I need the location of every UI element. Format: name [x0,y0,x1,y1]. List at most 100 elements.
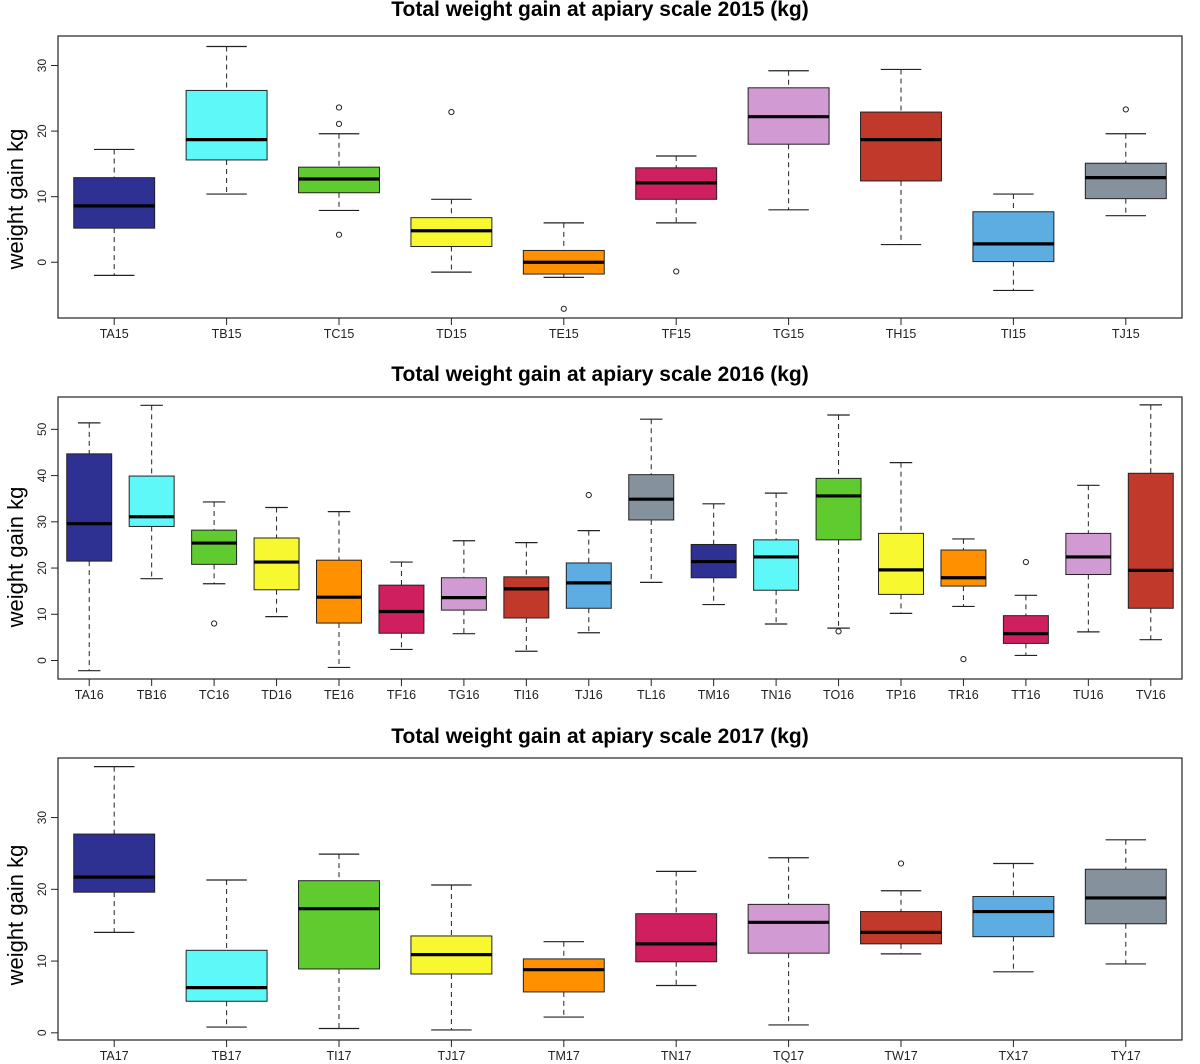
y-tick-label: 30 [35,515,49,529]
iqr-box [298,880,380,970]
box-plot-2016: 0 10 20 30 40 50 TA16 TB16 TC16 TD16 TE16 TF16 TG16 T… [35,396,1183,702]
box-TJ15 [1084,106,1167,217]
box-TJ16 [565,491,612,634]
iqr-box [860,111,942,182]
iqr-box [73,177,156,229]
x-tick-label: TB17 [212,1049,242,1063]
x-tick-label: TT16 [1011,688,1040,702]
chart-title: Total weight gain at apiary scale 2015 (… [391,0,809,21]
x-tick-label: TM16 [698,688,730,702]
x-tick-label: TG16 [448,688,479,702]
x-tick-label: TU16 [1073,688,1104,702]
box-TV16 [1127,404,1174,641]
box-TE15 [522,222,605,312]
iqr-box [191,529,238,565]
x-tick-label: TH15 [886,327,917,341]
y-tick-label: 50 [35,422,49,436]
y-tick-label: 40 [35,469,49,483]
iqr-box [1002,615,1049,644]
box-TG16 [440,540,487,635]
x-tick-label: TA16 [75,688,104,702]
x-tick-label: TA17 [100,1049,129,1063]
outlier-point [335,104,343,111]
x-tick-label: TD16 [261,688,292,702]
outlier-point [835,628,842,635]
box-TU16 [1065,484,1112,633]
x-tick-label: TC16 [199,688,230,702]
iqr-box [253,537,300,591]
x-tick-label: TV16 [1136,688,1166,702]
x-tick-label: TJ15 [1112,327,1140,341]
box-TC16 [191,501,238,627]
plot-frame [57,35,1183,319]
outlier-point [335,231,343,238]
box-TE16 [316,511,362,669]
x-tick-label: TJ17 [438,1049,466,1063]
y-tick-label: 0 [35,259,49,266]
box-TN17 [635,870,718,987]
y-tick-label: 30 [35,59,49,73]
iqr-box [185,89,268,161]
outlier-point [448,108,455,116]
x-tick-label: TF15 [662,327,691,341]
outlier-point [560,305,567,312]
iqr-box [972,895,1055,938]
y-tick-label: 20 [35,561,49,575]
y-tick-label: 0 [35,657,49,664]
x-tick-label: TF16 [387,688,416,702]
y-tick-label: 30 [35,811,49,825]
iqr-box [565,562,612,609]
box-TL16 [628,418,675,583]
iqr-box [747,903,830,954]
x-tick-label: TA15 [100,327,129,341]
box-TI15 [972,193,1055,292]
box-TY17 [1084,839,1167,965]
outlier-point [585,491,592,499]
x-tick-label: TE16 [324,688,354,702]
x-tick-label: TB16 [137,688,167,702]
x-tick-label: TX17 [998,1049,1028,1063]
x-tick-label: TO16 [823,688,854,702]
x-tick-label: TN17 [661,1049,692,1063]
x-tick-label: TD15 [436,327,467,341]
outlier-point [211,620,218,627]
iqr-box [940,549,987,587]
iqr-box [860,911,942,945]
box-TD15 [410,108,493,273]
outlier-point [1122,106,1129,113]
x-tick-label: TE15 [549,327,579,341]
box-TA17 [73,766,156,933]
x-tick-label: TW17 [884,1049,917,1063]
iqr-box [815,477,862,541]
box-plot-2015: 0 10 20 30 TA15 TB15 TC15 TD15 TE15 TF15 TG15 TH15 T… [35,35,1183,341]
box-TR16 [940,538,987,663]
box-TM17 [522,941,605,1018]
box-TB17 [185,879,268,1028]
iqr-box [878,532,924,595]
outlier-point [960,656,967,663]
iqr-box [440,577,487,611]
x-tick-label: TG15 [773,327,804,341]
box-TO16 [815,414,862,635]
x-tick-label: TI15 [1001,327,1026,341]
box-TC15 [298,104,380,238]
y-tick-label: 0 [35,1029,49,1036]
chart-title: Total weight gain at apiary scale 2016 (… [391,363,809,386]
iqr-box [522,958,605,993]
x-tick-label: TI17 [326,1049,351,1063]
x-tick-label: TM17 [548,1049,580,1063]
outlier-point [1022,558,1029,566]
iqr-box [628,474,675,521]
box-TB15 [185,45,268,195]
box-TW17 [860,860,942,955]
iqr-box [1084,162,1167,200]
iqr-box [73,833,156,893]
box-TQ17 [747,857,830,1026]
y-tick-label: 20 [35,124,49,138]
y-tick-label: 10 [35,190,49,204]
box-TA15 [73,148,156,276]
y-tick-label: 10 [35,607,49,621]
x-tick-label: TQ17 [773,1049,804,1063]
box-TM16 [690,503,737,606]
